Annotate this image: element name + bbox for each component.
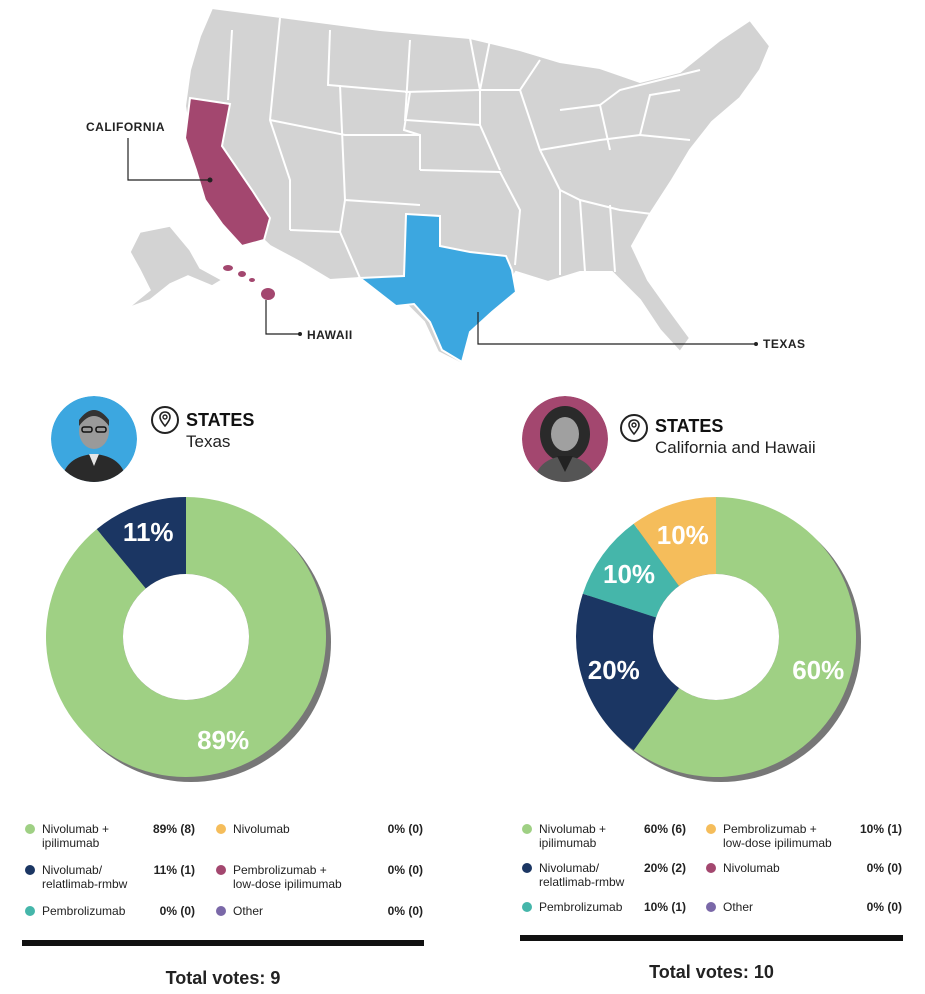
legend-label: Nivolumab bbox=[233, 822, 290, 836]
texas-shape bbox=[357, 212, 518, 364]
legend-label: Nivolumab/ relatlimab-rmbw bbox=[42, 863, 128, 891]
callout-lines bbox=[127, 138, 756, 345]
legend-label: Nivolumab/ relatlimab-rmbw bbox=[539, 861, 625, 889]
legend-label: Other bbox=[233, 904, 264, 918]
legend-value: 0% (0) bbox=[159, 904, 195, 918]
legend-label: Nivolumab + ipilimumab bbox=[42, 822, 110, 850]
legend-label: Pembrolizumab + low-dose ipilimumab bbox=[723, 822, 832, 850]
states-heading-left: STATES bbox=[186, 410, 255, 430]
alaska-shape bbox=[127, 225, 224, 309]
total-votes-left: Total votes: 9 bbox=[165, 968, 281, 988]
person-icon bbox=[51, 396, 137, 482]
hawaii-label: HAWAII bbox=[307, 328, 353, 342]
donut-slice bbox=[576, 593, 679, 751]
legend-value: 60% (6) bbox=[643, 822, 686, 836]
donut-slice-label: 20% bbox=[588, 655, 640, 685]
legend-label: Other bbox=[723, 900, 754, 914]
donut-hole bbox=[123, 574, 249, 700]
legend-label: Nivolumab bbox=[723, 861, 780, 875]
legend-label: Nivolumab + ipilimumab bbox=[539, 822, 607, 850]
legend-swatch bbox=[706, 824, 716, 834]
divider-rule-left bbox=[22, 940, 424, 946]
legend-label: Pembrolizumab bbox=[42, 904, 126, 918]
legend-swatch bbox=[25, 906, 35, 916]
legend-value: 89% (8) bbox=[152, 822, 195, 836]
donut-slice-label: 11% bbox=[123, 517, 174, 547]
us-map bbox=[127, 6, 772, 366]
legend-swatch bbox=[25, 865, 35, 875]
texas-label: TEXAS bbox=[763, 337, 806, 351]
legend-value: 0% (0) bbox=[387, 863, 423, 877]
states-heading-right: STATES bbox=[655, 416, 724, 436]
donut-slice-label: 60% bbox=[792, 655, 844, 685]
legend-swatch bbox=[522, 902, 532, 912]
california-dot bbox=[207, 177, 213, 183]
divider-rule-right bbox=[520, 935, 903, 941]
legend-label: Pembrolizumab + low-dose ipilimumab bbox=[233, 863, 342, 891]
california-shape bbox=[183, 96, 272, 248]
donut-slice-label: 10% bbox=[657, 520, 709, 550]
donut-slice bbox=[582, 523, 679, 618]
legend-swatch bbox=[706, 902, 716, 912]
hawaii-shape bbox=[223, 265, 275, 300]
donut-slice bbox=[633, 497, 856, 777]
legend-swatch bbox=[216, 865, 226, 875]
location-pin-icon bbox=[151, 406, 179, 434]
texas-dot bbox=[754, 342, 758, 346]
avatar-texas bbox=[51, 396, 137, 482]
avatar-california-hawaii bbox=[522, 396, 608, 482]
states-value-left: Texas bbox=[186, 432, 231, 451]
hawaii-dot bbox=[298, 332, 302, 336]
legend-label: Pembrolizumab bbox=[539, 900, 623, 914]
california-label: CALIFORNIA bbox=[86, 120, 165, 134]
states-value-right: California and Hawaii bbox=[655, 438, 816, 457]
legend-swatch bbox=[216, 824, 226, 834]
legend-value: 0% (0) bbox=[866, 900, 902, 914]
legend-value: 0% (0) bbox=[387, 822, 423, 836]
legend-value: 0% (0) bbox=[387, 904, 423, 918]
total-votes-right: Total votes: 10 bbox=[649, 962, 774, 982]
legend-value: 20% (2) bbox=[643, 861, 686, 875]
donut-slice-label: 10% bbox=[603, 559, 655, 589]
legend-value: 10% (1) bbox=[643, 900, 686, 914]
donut-slice bbox=[45, 497, 327, 777]
person-icon bbox=[522, 396, 608, 482]
donut-slice bbox=[633, 497, 716, 587]
donut-slice bbox=[96, 497, 186, 589]
location-pin-icon bbox=[620, 414, 648, 442]
state-borders bbox=[227, 17, 701, 279]
legend-swatch bbox=[216, 906, 226, 916]
donut-chart-texas: 89% 11% bbox=[45, 497, 331, 782]
donut-hole bbox=[653, 574, 779, 700]
legend-value: 11% (1) bbox=[153, 863, 195, 877]
legend-swatch bbox=[706, 863, 716, 873]
donut-chart-california-hawaii: 60% 20% 10%10% bbox=[576, 497, 861, 782]
legend-swatch bbox=[522, 824, 532, 834]
legend-swatch bbox=[25, 824, 35, 834]
legend-value: 10% (1) bbox=[859, 822, 902, 836]
legend-swatch bbox=[522, 863, 532, 873]
donut-slice-label: 89% bbox=[197, 725, 249, 755]
legend-value: 0% (0) bbox=[866, 861, 902, 875]
